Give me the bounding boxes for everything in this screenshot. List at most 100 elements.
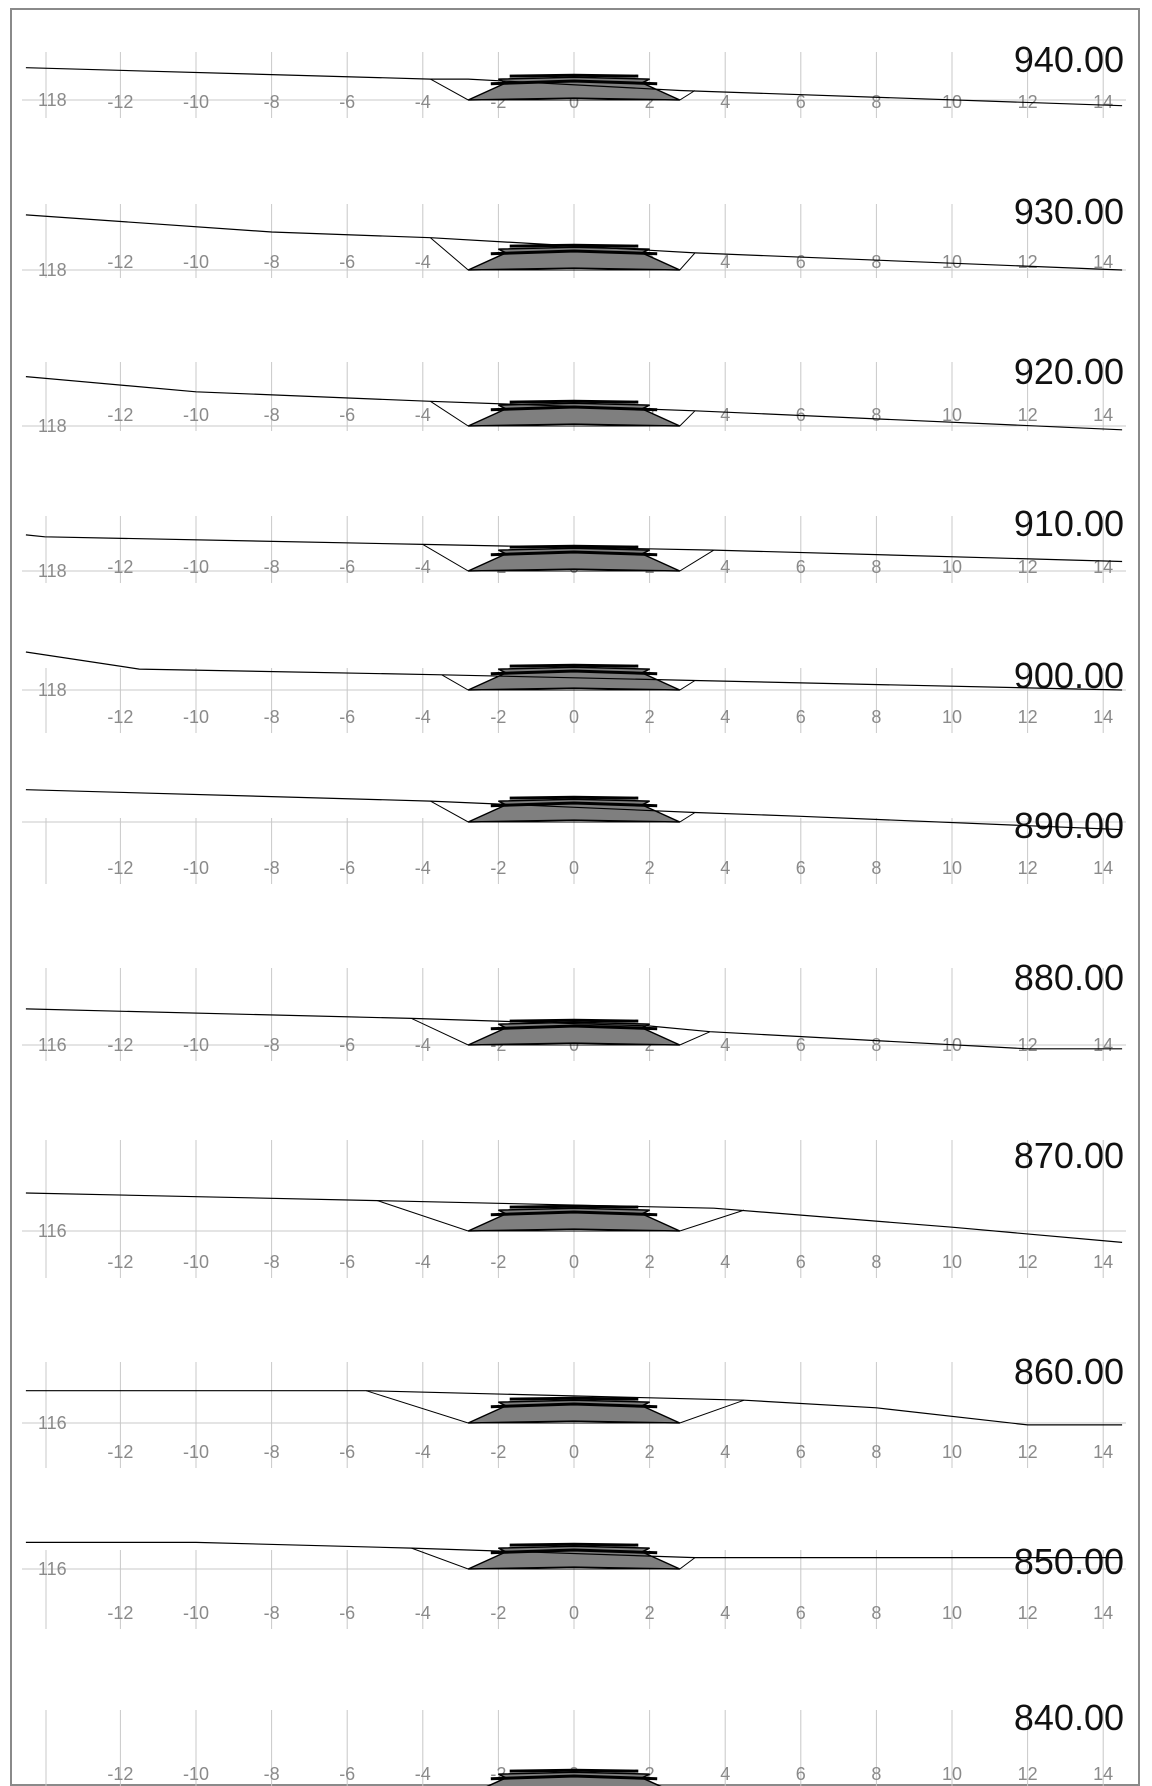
offset-tick-label: -6	[339, 858, 355, 878]
offset-tick-label: 0	[569, 1442, 579, 1462]
offset-tick-label: 6	[796, 1035, 806, 1055]
offset-tick-label: -4	[415, 557, 431, 577]
offset-tick-label: -4	[415, 1252, 431, 1272]
offset-tick-label: 8	[871, 707, 881, 727]
sheet-border	[10, 8, 1140, 1786]
pavement-surface	[509, 663, 639, 668]
offset-tick-label: -8	[264, 252, 280, 272]
station-label: 860.00	[1014, 1351, 1124, 1392]
pavement-layer	[490, 79, 658, 86]
offset-tick-label: -6	[339, 557, 355, 577]
offset-tick-label: 6	[796, 1442, 806, 1462]
offset-tick-label: 2	[645, 1603, 655, 1623]
existing-ground-line	[25, 651, 1123, 691]
offset-tick-label: 12	[1018, 707, 1038, 727]
offset-tick-label: -6	[339, 707, 355, 727]
offset-tick-label: -6	[339, 92, 355, 112]
offset-tick-label: 4	[720, 557, 730, 577]
offset-tick-label: -4	[415, 92, 431, 112]
side-slope-line	[377, 1200, 745, 1232]
offset-tick-label: -8	[264, 1603, 280, 1623]
station-label: 910.00	[1014, 503, 1124, 544]
existing-ground-line	[25, 214, 1123, 271]
offset-tick-label: -6	[339, 1603, 355, 1623]
pavement-layer	[490, 1210, 658, 1217]
offset-tick-label: 8	[871, 92, 881, 112]
offset-tick-label: 14	[1093, 92, 1113, 112]
offset-tick-label: -10	[183, 1035, 209, 1055]
offset-tick-label: -12	[107, 92, 133, 112]
side-slope-line	[430, 78, 696, 101]
existing-ground-line	[25, 1390, 1123, 1426]
offset-tick-label: -12	[107, 1252, 133, 1272]
existing-ground-line	[25, 1541, 1123, 1559]
offset-tick-label: 12	[1018, 1035, 1038, 1055]
offset-tick-label: 8	[871, 557, 881, 577]
offset-tick-label: 14	[1093, 1442, 1113, 1462]
elevation-label: 118	[38, 561, 67, 581]
offset-tick-label: 14	[1093, 252, 1113, 272]
station-label: 850.00	[1014, 1541, 1124, 1582]
offset-tick-label: 4	[720, 1252, 730, 1272]
existing-ground-line	[25, 376, 1123, 431]
side-slope-line	[430, 400, 696, 427]
pavement-surface	[509, 399, 639, 404]
offset-tick-label: -10	[183, 405, 209, 425]
offset-tick-label: -10	[183, 707, 209, 727]
pavement-surface	[509, 1204, 639, 1209]
offset-tick-label: -12	[107, 707, 133, 727]
offset-tick-label: 6	[796, 707, 806, 727]
offset-tick-label: 14	[1093, 557, 1113, 577]
existing-ground-line	[25, 789, 1123, 831]
offset-tick-label: -8	[264, 707, 280, 727]
elevation-label: 116	[38, 1559, 67, 1579]
offset-tick-label: -12	[107, 1442, 133, 1462]
elevation-label: 116	[38, 1413, 67, 1433]
offset-tick-label: 12	[1018, 1252, 1038, 1272]
offset-tick-label: -12	[107, 858, 133, 878]
offset-tick-label: 6	[796, 858, 806, 878]
offset-tick-label: -2	[490, 707, 506, 727]
offset-tick-label: 10	[942, 1764, 962, 1784]
offset-tick-label: -6	[339, 252, 355, 272]
offset-tick-label: -10	[183, 557, 209, 577]
offset-tick-label: -2	[490, 858, 506, 878]
pavement-layer	[490, 669, 658, 676]
section-850.00: -12 -10 -8 -6 -4 -2 0 2 4 6 8 10 12 14 116 850.00	[22, 1541, 1126, 1629]
offset-tick-label: 8	[871, 252, 881, 272]
pavement-surface	[509, 795, 639, 800]
offset-tick-label: -8	[264, 858, 280, 878]
offset-tick-label: 8	[871, 405, 881, 425]
offset-tick-label: -4	[415, 252, 431, 272]
offset-tick-label: -4	[415, 1035, 431, 1055]
pavement-layer	[490, 249, 658, 256]
offset-tick-label: 2	[645, 1252, 655, 1272]
offset-tick-label: 4	[720, 1764, 730, 1784]
offset-tick-label: 8	[871, 1764, 881, 1784]
pavement-surface	[509, 1542, 639, 1547]
offset-tick-label: 0	[569, 858, 579, 878]
offset-tick-label: -6	[339, 1764, 355, 1784]
offset-tick-label: -10	[183, 1603, 209, 1623]
pavement-surface	[509, 1396, 639, 1401]
offset-tick-label: 6	[796, 1764, 806, 1784]
offset-tick-label: 10	[942, 405, 962, 425]
offset-tick-label: 10	[942, 858, 962, 878]
offset-tick-label: -10	[183, 1442, 209, 1462]
existing-ground-line	[25, 534, 1123, 563]
elevation-label: 118	[38, 680, 67, 700]
section-880.00: -12-10-8-6-4-202468101214116880.00	[22, 957, 1126, 1061]
offset-tick-label: 4	[720, 92, 730, 112]
side-slope-line	[411, 1017, 711, 1046]
pavement-layer	[490, 550, 658, 557]
offset-tick-label: 6	[796, 557, 806, 577]
offset-tick-label: -6	[339, 1035, 355, 1055]
offset-tick-label: 8	[871, 1035, 881, 1055]
offset-tick-label: -6	[339, 1252, 355, 1272]
section-860.00: -12 -10 -8 -6 -4 -2 0 2 4 6 8 10 12 14 116 860.00	[22, 1351, 1126, 1468]
offset-tick-label: 10	[942, 252, 962, 272]
station-label: 940.00	[1014, 39, 1124, 80]
offset-tick-label: 6	[796, 1252, 806, 1272]
